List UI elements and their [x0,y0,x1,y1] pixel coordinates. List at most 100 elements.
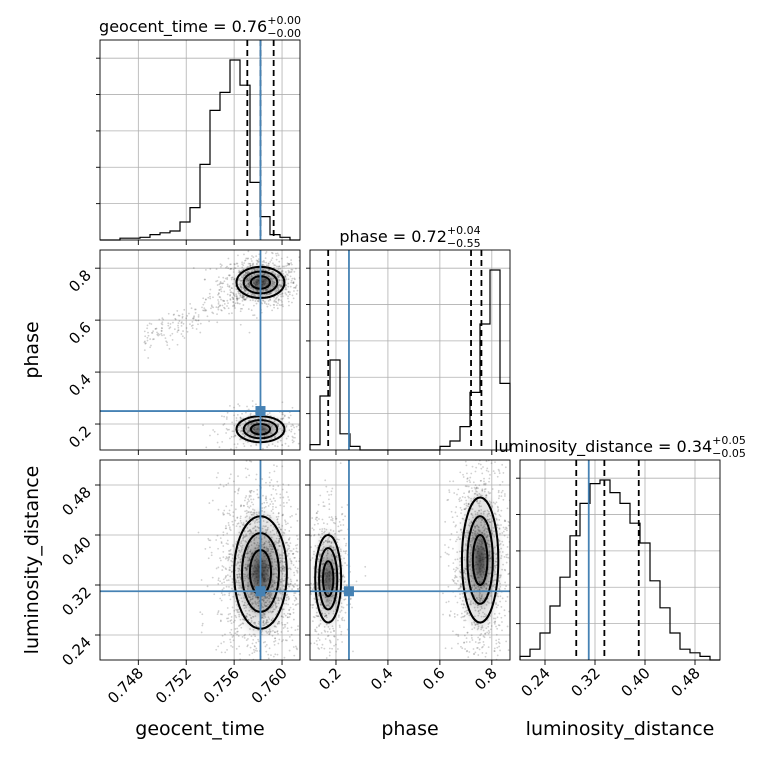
sample-point [470,634,473,637]
sample-point [279,493,282,496]
sample-point [166,344,169,347]
sample-point [449,452,451,454]
sample-point [270,510,273,512]
sample-point [296,584,299,587]
sample-point [291,439,294,442]
sample-point [318,639,321,641]
sample-point [476,647,479,649]
sample-point [305,277,307,279]
sample-point [226,539,229,542]
sample-point [318,624,321,627]
sample-point [267,454,269,456]
sample-point [300,289,302,291]
sample-point [464,508,466,511]
sample-point [304,276,306,278]
sample-point [337,530,340,533]
sample-point [450,510,453,513]
sample-point [499,515,502,518]
sample-point [286,262,289,265]
sample-point [281,265,284,268]
sample-point [301,586,303,588]
sample-point [230,276,233,279]
sample-point [273,712,275,714]
sample-point [307,560,309,562]
sample-point [220,298,222,301]
sample-point [230,622,233,625]
sample-point [220,309,223,312]
sample-point [295,597,298,600]
sample-point [472,663,474,665]
sample-point [241,261,244,264]
sample-point [255,259,258,262]
sample-point [248,490,251,492]
sample-point [278,620,280,623]
sample-point [500,524,502,526]
sample-point [293,426,296,429]
sample-point [450,532,453,535]
sample-point [240,504,242,507]
sample-point [236,630,238,633]
sample-point [497,489,500,492]
sample-point [325,657,328,659]
sample-point [203,307,206,310]
sample-point [177,329,179,332]
sample-point [252,314,254,317]
sample-point [272,512,275,515]
sample-point [454,558,457,561]
sample-point [448,489,451,492]
sample-point [313,550,315,553]
sample-point [500,554,503,557]
sample-point [459,586,462,589]
sample-point [164,337,167,340]
sample-point [148,322,151,325]
sample-point [250,495,252,497]
sample-point [215,648,218,651]
sample-point [281,303,284,306]
sample-point [280,418,282,420]
sample-point [203,309,206,312]
sample-point [228,553,231,556]
sample-point [217,292,220,294]
sample-point [273,264,276,266]
sample-point [156,331,158,334]
sample-point [284,639,287,642]
sample-point [239,294,242,297]
sample-point [219,296,222,299]
sample-point [498,587,501,590]
sample-point [497,524,500,527]
sample-point [475,486,478,489]
sample-point [442,613,444,616]
sample-point [455,582,458,585]
sample-point [216,284,219,286]
sample-point [503,568,506,571]
sample-point [304,553,306,555]
sample-point [279,504,282,507]
sample-point [286,541,288,544]
sample-point [494,620,497,623]
sample-point [480,632,483,635]
sample-point [218,283,221,286]
sample-point [460,676,462,678]
sample-point [228,586,230,588]
sample-point [222,640,225,643]
sample-point [488,453,490,455]
sample-point [229,293,232,296]
sample-point [502,526,505,529]
sample-point [232,298,235,300]
sample-point [449,538,452,541]
sample-point [242,298,245,300]
sample-point [502,472,505,474]
sample-point [286,273,288,276]
sample-point [305,520,307,522]
sample-point [273,708,275,710]
sample-point [477,462,480,465]
sample-point [238,269,241,272]
sample-point [272,505,274,508]
sample-point [269,498,272,501]
sample-point [199,322,202,325]
sample-point [454,511,457,514]
sample-point [344,598,347,601]
sample-point [281,401,284,404]
sample-point [270,259,273,261]
sample-point [204,268,207,271]
